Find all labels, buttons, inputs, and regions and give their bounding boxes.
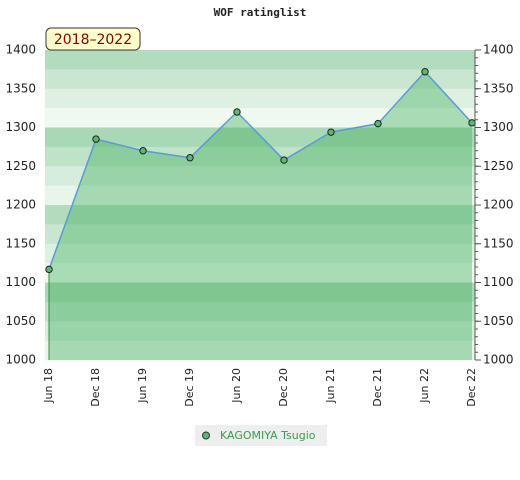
- line: [48, 70, 473, 270]
- point: [421, 68, 429, 76]
- legend-marker: [202, 431, 210, 440]
- background-stripe: [45, 166, 475, 187]
- y-tick-label-right: 1100: [483, 275, 514, 289]
- point: [280, 156, 288, 164]
- x-tick-label: Jun 18: [42, 368, 55, 404]
- period-box: [45, 27, 141, 51]
- y-tick-label: 1300: [5, 120, 36, 134]
- background-stripe: [45, 340, 475, 361]
- background-stripe: [45, 185, 475, 206]
- background-stripe: [45, 127, 475, 148]
- x-tick-label: Dec 21: [371, 368, 384, 407]
- background-stripe: [45, 69, 475, 90]
- y-tick-label: 1100: [5, 275, 36, 289]
- y-tick-label: 1000: [5, 353, 36, 367]
- background-stripe: [45, 224, 475, 245]
- background-stripe: [45, 263, 475, 283]
- y-tick-label-right: 1400: [483, 43, 514, 57]
- x-tick-label: Jun 20: [230, 368, 243, 404]
- point: [92, 135, 100, 143]
- background-stripe: [45, 243, 475, 264]
- y-tick-label-right: 1300: [483, 120, 514, 134]
- background-stripe: [45, 321, 475, 342]
- y-tick-label-right: 1250: [483, 159, 514, 173]
- y-tick-label: 1400: [5, 43, 36, 57]
- background-stripe: [45, 50, 475, 70]
- chart-title: WOF ratinglist: [214, 6, 307, 19]
- x-tick-label: Dec 20: [277, 368, 290, 407]
- y-tick-label: 1250: [5, 159, 36, 173]
- point: [45, 265, 53, 274]
- y-tick-label-right: 1000: [483, 353, 514, 367]
- point: [139, 147, 147, 155]
- plot-area: [45, 50, 475, 361]
- y-tick-label: 1150: [5, 236, 36, 250]
- y-tick-label-right: 1150: [483, 236, 514, 250]
- x-tick-label: Dec 22: [465, 368, 478, 407]
- x-tick-label: Dec 18: [89, 368, 102, 407]
- area: [49, 71, 472, 360]
- point: [374, 119, 382, 128]
- background-stripe: [45, 108, 475, 128]
- point: [327, 128, 335, 136]
- period-label: 2018–2022: [54, 32, 132, 48]
- point: [468, 119, 476, 127]
- point: [186, 154, 194, 162]
- y-tick-label: 1350: [5, 81, 36, 95]
- legend-label: KAGOMIYA Tsugio: [220, 429, 316, 442]
- point: [233, 108, 241, 116]
- background-stripe: [45, 301, 475, 322]
- y-tick-label: 1050: [5, 314, 36, 328]
- y-tick-label-right: 1200: [483, 198, 514, 212]
- background-stripe: [45, 205, 475, 225]
- background-stripe: [45, 88, 475, 109]
- x-tick-label: Jun 22: [418, 368, 431, 404]
- y-tick-label-right: 1050: [483, 314, 514, 328]
- x-tick-label: Jun 19: [136, 368, 149, 404]
- y-tick-label-right: 1350: [483, 81, 514, 95]
- background-stripe: [45, 282, 475, 303]
- x-tick-label: Dec 19: [183, 368, 196, 407]
- x-tick-label: Jun 21: [324, 368, 337, 404]
- legend: [195, 425, 327, 446]
- y-tick-label: 1200: [5, 198, 36, 212]
